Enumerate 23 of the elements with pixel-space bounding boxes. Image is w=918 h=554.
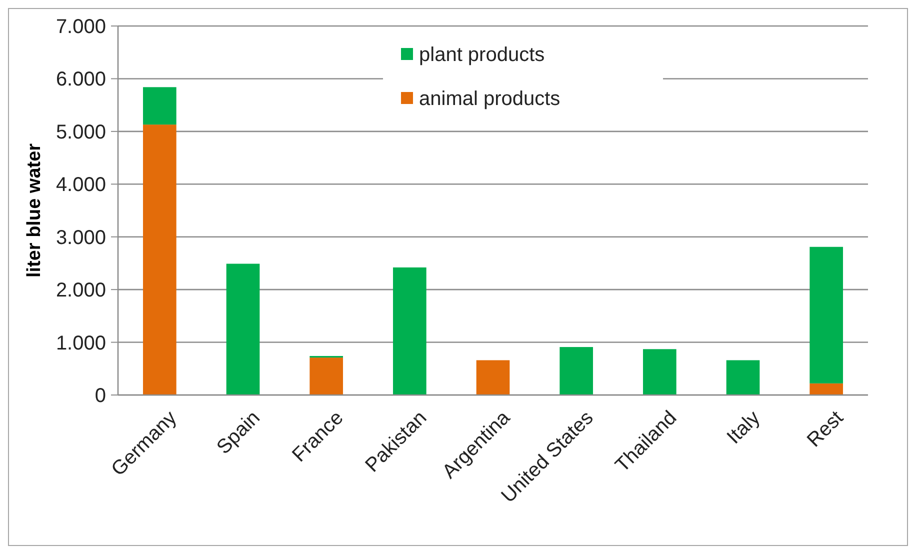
bar: [726, 360, 760, 395]
bar: [643, 349, 676, 395]
y-tick-label: 1.000: [56, 332, 106, 354]
bar: [143, 87, 176, 125]
legend-label: animal products: [419, 88, 560, 110]
bar: [226, 264, 260, 395]
bar: [560, 347, 593, 395]
y-axis-title: liter blue water: [24, 142, 45, 278]
y-tick-label: 7.000: [56, 16, 106, 38]
bar: [393, 267, 426, 395]
bar: [810, 246, 843, 384]
bar: [476, 360, 510, 395]
y-tick-label: 4.000: [56, 174, 106, 196]
bar: [310, 358, 343, 395]
y-tick-label: 2.000: [56, 280, 106, 302]
y-tick-label: 6.000: [56, 68, 106, 91]
y-tick-label: 3.000: [56, 226, 106, 249]
y-tick-label: 5.000: [56, 121, 106, 144]
bar: [810, 383, 843, 395]
y-tick-label: 0: [94, 385, 106, 407]
legend-label: plant products: [419, 44, 545, 66]
x-tick-label: Italy: [722, 406, 764, 448]
bar: [143, 124, 176, 395]
